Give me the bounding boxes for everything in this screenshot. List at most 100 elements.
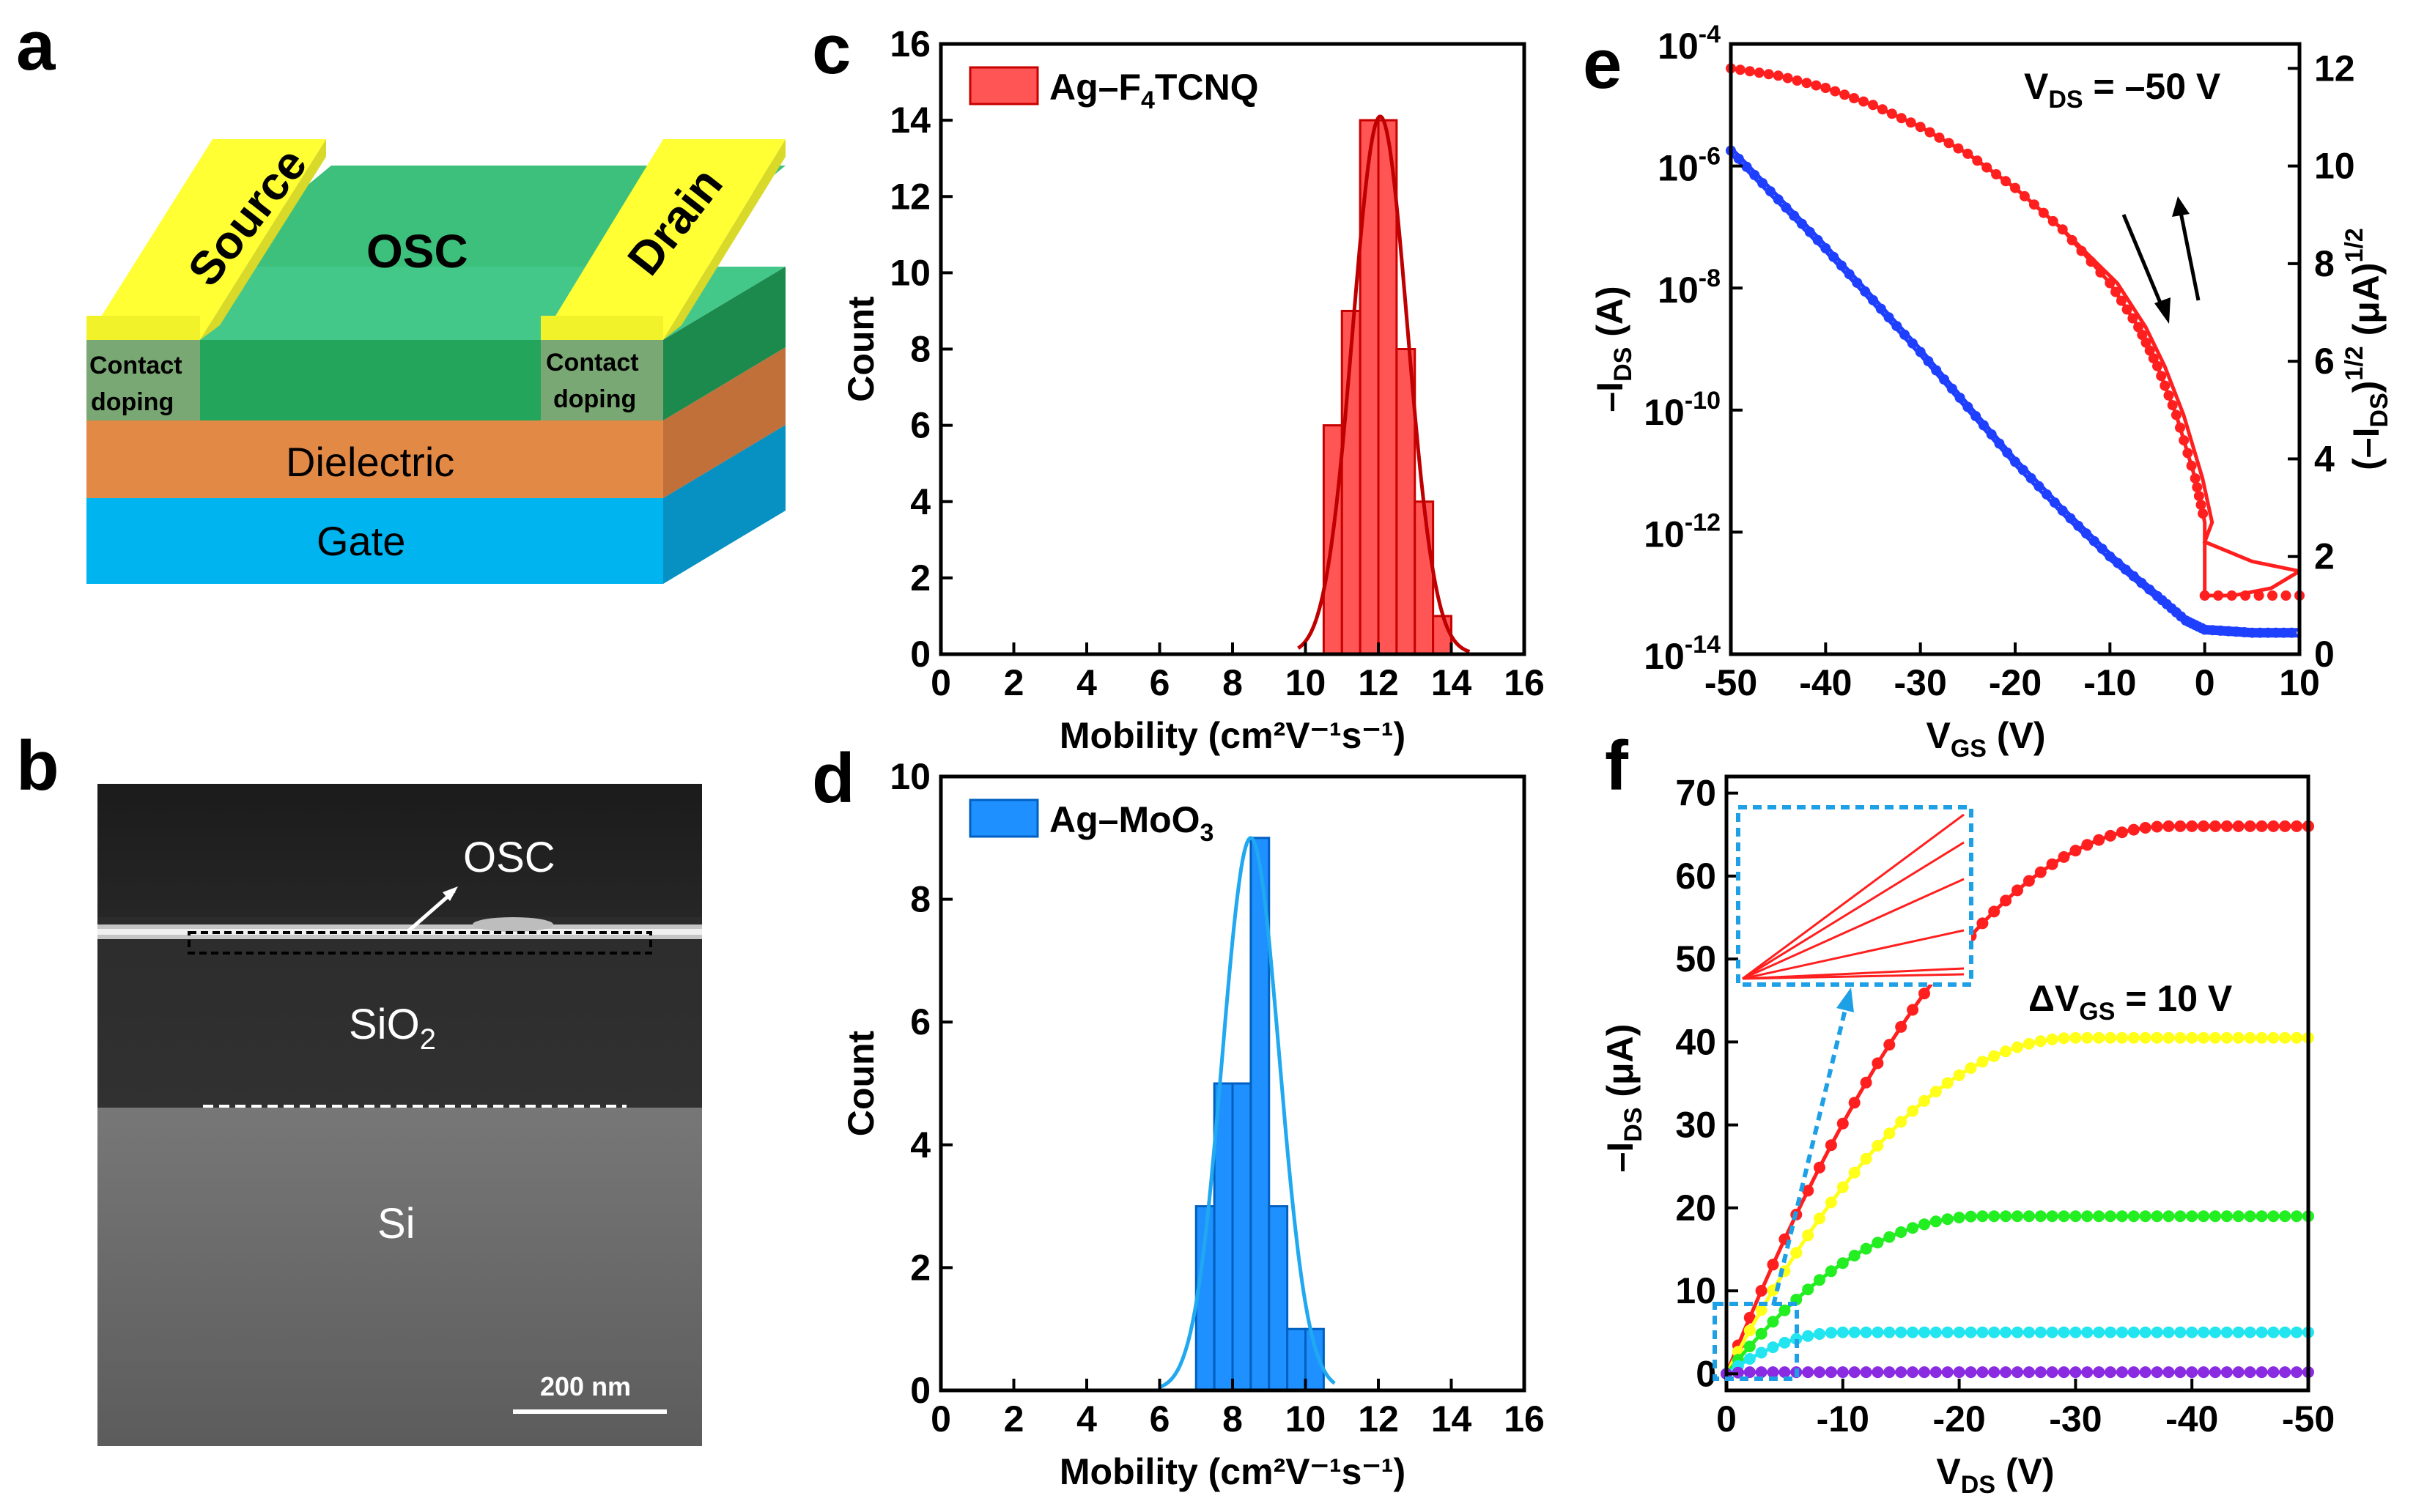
x-axis-label: Mobility (cm²V⁻¹s⁻¹): [1060, 715, 1405, 756]
x-tick-label: 0: [931, 662, 951, 703]
log-current-point: [2144, 584, 2155, 595]
log-current-point: [2025, 472, 2036, 483]
output-curve-point: [1836, 1366, 1849, 1379]
sqrt-current-point: [2186, 460, 2197, 471]
dielectric-side: [663, 347, 786, 498]
y-axis-label: –IDS (μA): [1600, 1024, 1647, 1173]
x-tick-label: 12: [1358, 662, 1399, 703]
output-curve-point: [1988, 1326, 2001, 1338]
output-curve-point: [2034, 866, 2047, 878]
output-curve-point: [2116, 826, 2128, 839]
sqrt-current-point: [1792, 75, 1803, 86]
osc-label: OSC: [366, 225, 468, 278]
output-curve-point: [1814, 1161, 1825, 1174]
output-curve-point: [2220, 820, 2233, 832]
output-curve-point: [1976, 1210, 1989, 1223]
sqrt-current-point: [1858, 96, 1869, 107]
output-curve-point: [2034, 1366, 2047, 1379]
log-current-point: [1852, 278, 1863, 289]
output-curve-point: [2174, 1210, 2187, 1223]
sqrt-current-point: [2156, 371, 2167, 382]
y-tick-label: 2: [910, 1247, 931, 1288]
output-curve-point: [2151, 1031, 2163, 1044]
contact-doping-right-l2: doping: [553, 385, 636, 413]
log-current-point: [2002, 447, 2013, 458]
sqrt-current-point: [1962, 148, 1973, 159]
output-curve-point: [2151, 1210, 2163, 1223]
sweep-arrow-down: [2121, 214, 2164, 307]
output-curve-point: [1743, 1353, 1756, 1365]
histogram-bar: [1249, 837, 1271, 1392]
output-curve-point: [2220, 1210, 2233, 1223]
output-curve-point: [1895, 1326, 1907, 1338]
y-right-axis-label: (–IDS)1/2 (μA)1/2: [2341, 228, 2393, 470]
output-curve-point: [1872, 1326, 1884, 1338]
output-curve-point: [2186, 820, 2198, 832]
sqrt-current-point: [1924, 127, 1935, 138]
log-current-point: [2010, 456, 2020, 467]
x-tick-label: 10: [2279, 662, 2320, 703]
sqrt-current-point: [2133, 322, 2144, 333]
sqrt-current-point: [1953, 143, 1964, 154]
output-curve-point: [2244, 1210, 2256, 1223]
source-electrode: [86, 139, 326, 340]
output-curve-point: [1988, 1050, 2001, 1062]
output-curve-point: [1883, 1366, 1896, 1379]
output-curve-point: [1848, 1097, 1861, 1109]
sqrt-current-point: [2001, 176, 2012, 187]
osc-arrow: [406, 889, 456, 933]
panel-label-d: d: [812, 739, 855, 818]
inset-curve-line: [1742, 841, 1965, 980]
y-tick-label: 0: [1696, 1353, 1716, 1394]
y-left-tick-label: 10-6: [1658, 143, 1721, 189]
transfer-curve-chart: -50 -40 -30 -20 -10 0 1010-1410-1210-1010-810-…: [1589, 21, 2393, 763]
delta-vgs-annotation: ΔVGS = 10 V: [2028, 978, 2233, 1026]
panel-label-a: a: [16, 7, 56, 85]
output-curve-point: [2174, 820, 2187, 832]
plot-frame: [1729, 42, 2302, 656]
output-curve-point: [2209, 1210, 2221, 1223]
output-curve-point: [2279, 1031, 2291, 1044]
sqrt-current-point: [1972, 155, 1983, 166]
log-current-point: [1875, 303, 1886, 314]
log-current-point: [1970, 411, 1981, 421]
panel-label-b: b: [16, 727, 59, 805]
histogram-bar: [1286, 1327, 1307, 1392]
log-current-point: [1757, 178, 1768, 188]
output-curve-point: [1778, 1366, 1791, 1379]
x-tick-label: -50: [1704, 662, 1757, 703]
output-curve-point: [2046, 1033, 2058, 1045]
output-curve-point: [2291, 820, 2303, 832]
x-tick-label: 16: [1504, 1398, 1545, 1439]
log-current-point: [1868, 294, 1878, 305]
output-curve-point: [2069, 1210, 2082, 1223]
output-curve-point: [2279, 1366, 2291, 1379]
sqrt-current-point: [2140, 337, 2151, 348]
y-tick-label: 4: [910, 1124, 931, 1166]
output-curve-point: [2058, 1210, 2070, 1223]
output-curve-point: [2198, 1210, 2210, 1223]
gaussian-fit-line: [1159, 836, 1336, 1389]
log-current-point: [2278, 627, 2289, 638]
sqrt-current-point: [2182, 448, 2193, 459]
sqrt-current-point: [2010, 182, 2020, 193]
panel-label-c: c: [812, 10, 851, 89]
sem-si-label: Si: [377, 1200, 415, 1248]
output-curve-point: [2256, 1366, 2268, 1379]
x-tick-label: -40: [2165, 1398, 2218, 1439]
sqrt-current-point: [1773, 70, 1784, 81]
output-curve-point: [2162, 1326, 2175, 1338]
log-current-point: [2255, 627, 2266, 638]
log-current-point: [2247, 627, 2258, 638]
log-current-point: [1789, 210, 1800, 221]
y-tick-label: 70: [1675, 773, 1716, 814]
gaussian-fit-line: [1297, 114, 1471, 653]
log-current-point: [1915, 346, 1926, 357]
output-curve-point: [2291, 1210, 2303, 1223]
log-current-point: [2049, 497, 2060, 508]
legend-swatch: [969, 798, 1039, 838]
output-curve-point: [2291, 1031, 2303, 1044]
output-curve-point: [2127, 1326, 2140, 1338]
output-curve-point: [1802, 1330, 1814, 1342]
output-curve-point: [1953, 1366, 1965, 1379]
